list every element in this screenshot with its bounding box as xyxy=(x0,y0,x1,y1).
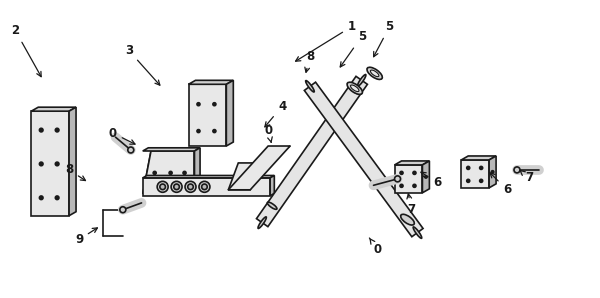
Circle shape xyxy=(128,147,134,153)
Polygon shape xyxy=(461,160,489,188)
Circle shape xyxy=(213,130,216,133)
Polygon shape xyxy=(194,148,200,193)
Circle shape xyxy=(55,128,59,132)
Circle shape xyxy=(413,171,416,174)
Ellipse shape xyxy=(350,87,359,94)
Circle shape xyxy=(514,167,520,173)
Text: 7: 7 xyxy=(407,194,416,216)
Text: 9: 9 xyxy=(75,228,97,246)
Ellipse shape xyxy=(268,202,277,209)
Circle shape xyxy=(400,184,403,187)
Circle shape xyxy=(197,130,200,133)
Polygon shape xyxy=(143,176,274,178)
Text: 5: 5 xyxy=(374,20,394,57)
Polygon shape xyxy=(31,111,69,216)
Text: 0: 0 xyxy=(109,127,135,144)
Polygon shape xyxy=(143,148,200,151)
Circle shape xyxy=(202,184,207,190)
Circle shape xyxy=(169,171,172,174)
Ellipse shape xyxy=(350,85,359,91)
Polygon shape xyxy=(461,156,496,160)
Polygon shape xyxy=(270,176,274,196)
Text: 0: 0 xyxy=(264,124,272,142)
Circle shape xyxy=(199,181,210,192)
Circle shape xyxy=(185,181,196,192)
Text: 7: 7 xyxy=(520,170,533,184)
Circle shape xyxy=(479,179,482,182)
Polygon shape xyxy=(489,156,496,188)
Ellipse shape xyxy=(367,67,382,80)
Circle shape xyxy=(40,162,43,166)
Text: 1: 1 xyxy=(296,20,356,61)
Ellipse shape xyxy=(401,214,415,225)
Circle shape xyxy=(425,176,427,178)
Text: 3: 3 xyxy=(125,44,160,85)
Circle shape xyxy=(467,179,470,182)
Ellipse shape xyxy=(413,227,422,238)
Polygon shape xyxy=(143,151,194,193)
Circle shape xyxy=(491,171,494,173)
Circle shape xyxy=(40,128,43,132)
Text: 6: 6 xyxy=(490,173,511,196)
Polygon shape xyxy=(395,161,430,165)
Ellipse shape xyxy=(305,81,314,92)
Ellipse shape xyxy=(358,74,366,86)
Circle shape xyxy=(157,181,168,192)
Circle shape xyxy=(120,207,126,213)
Polygon shape xyxy=(188,84,226,146)
Polygon shape xyxy=(256,76,367,227)
Circle shape xyxy=(395,176,401,182)
Circle shape xyxy=(171,181,182,192)
Text: 5: 5 xyxy=(340,30,366,67)
Circle shape xyxy=(55,196,59,200)
Circle shape xyxy=(400,171,403,174)
Circle shape xyxy=(479,166,482,169)
Ellipse shape xyxy=(370,70,379,77)
Circle shape xyxy=(197,103,200,106)
Circle shape xyxy=(467,166,470,169)
Polygon shape xyxy=(229,163,260,190)
Polygon shape xyxy=(226,80,233,146)
Text: 8: 8 xyxy=(305,50,314,72)
Text: 0: 0 xyxy=(370,238,382,256)
Text: 4: 4 xyxy=(265,100,286,127)
Circle shape xyxy=(160,184,166,190)
Ellipse shape xyxy=(258,217,266,229)
Circle shape xyxy=(413,184,416,187)
Polygon shape xyxy=(143,151,194,193)
Polygon shape xyxy=(143,178,270,196)
Circle shape xyxy=(55,162,59,166)
Circle shape xyxy=(213,103,216,106)
Ellipse shape xyxy=(347,82,362,94)
Circle shape xyxy=(174,184,179,190)
Polygon shape xyxy=(31,107,76,111)
Polygon shape xyxy=(304,82,423,237)
Circle shape xyxy=(183,171,186,174)
Polygon shape xyxy=(422,161,430,193)
Polygon shape xyxy=(229,146,290,190)
Polygon shape xyxy=(188,80,233,84)
Polygon shape xyxy=(69,107,76,216)
Text: 6: 6 xyxy=(421,172,442,189)
Circle shape xyxy=(40,196,43,200)
Circle shape xyxy=(153,171,156,174)
Polygon shape xyxy=(395,165,422,193)
Text: 2: 2 xyxy=(11,24,41,77)
Text: 8: 8 xyxy=(65,163,85,181)
Circle shape xyxy=(188,184,193,190)
